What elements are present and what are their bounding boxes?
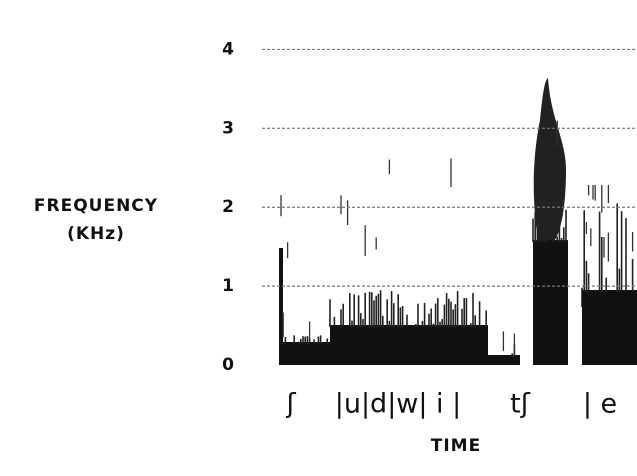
spectrogram [279, 78, 637, 365]
segment-label: ʃ [285, 389, 296, 420]
segment-label: |u|d|w| i | [335, 389, 461, 420]
y-tick-label: 0 [222, 355, 234, 375]
energy [488, 355, 520, 365]
segment-label: | e [583, 389, 617, 420]
energy [582, 290, 637, 365]
x-axis-label: TIME [431, 436, 481, 456]
y-axis-label: (KHz) [67, 224, 125, 244]
energy [533, 240, 568, 365]
y-tick-label: 3 [222, 118, 234, 138]
energy [533, 78, 566, 245]
y-tick-label: 4 [222, 39, 234, 59]
energy [281, 342, 330, 365]
y-axis-label: FREQUENCY [34, 196, 158, 216]
energy [279, 248, 283, 365]
y-tick-label: 2 [222, 197, 234, 217]
y-tick-label: 1 [222, 276, 234, 296]
segment-label: tʃ [510, 389, 531, 420]
energy [330, 325, 488, 365]
